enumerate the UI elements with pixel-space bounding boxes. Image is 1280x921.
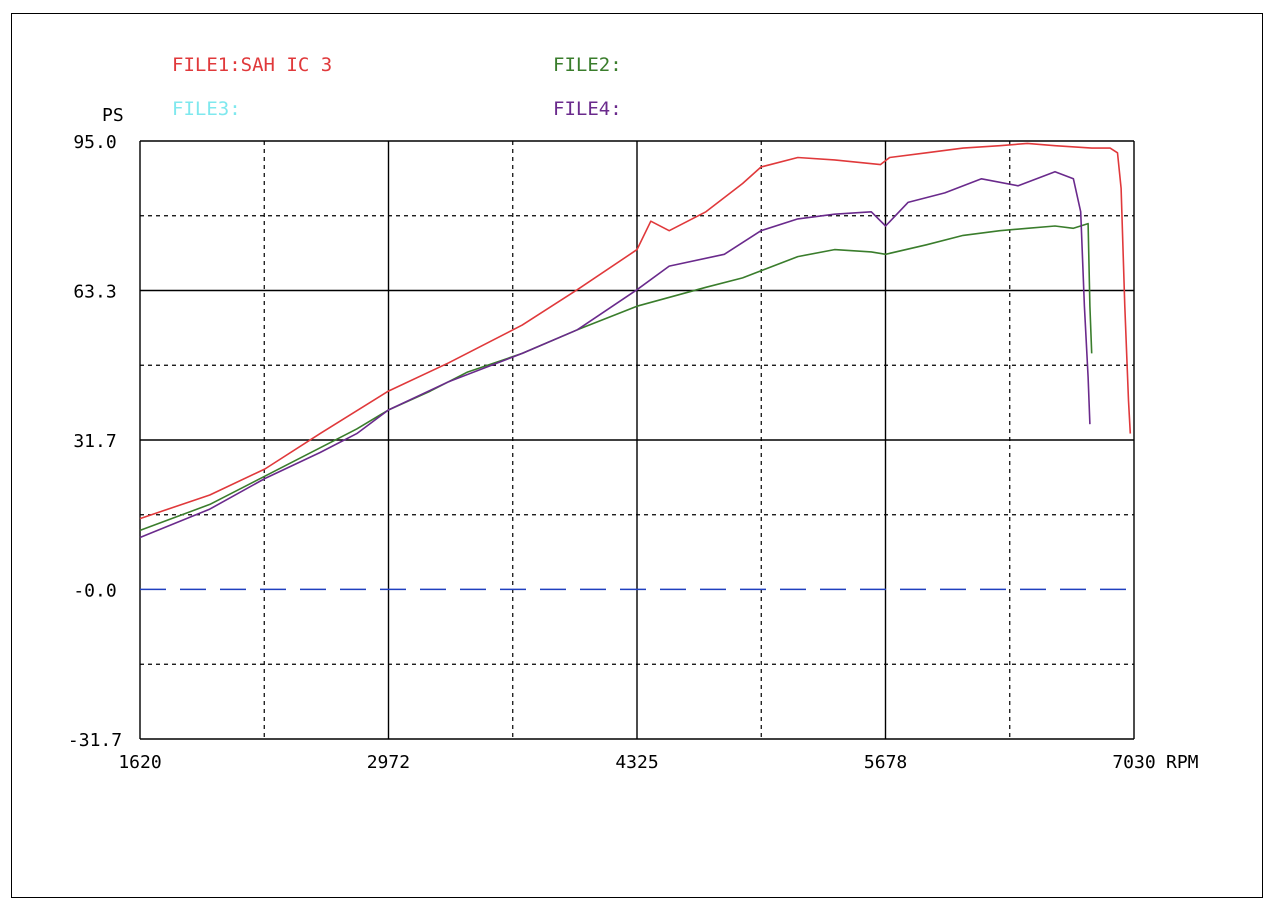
y-axis-label: PS [102,105,124,126]
x-tick-label: 1620 [118,752,161,773]
legend-file3: FILE3: [172,98,241,120]
x-tick-label: 5678 [864,752,907,773]
x-tick-label: 2972 [367,752,410,773]
legend-file1: FILE1:SAH IC 3 [172,54,332,76]
legend-file4: FILE4: [553,98,622,120]
series-line-1 [139,142,1132,520]
x-tick-label: 4325 [615,752,658,773]
y-tick-label: -31.7 [68,730,122,751]
x-tick-label: 7030 [1112,752,1155,773]
y-tick-label: 63.3 [73,282,116,303]
series-line-2 [139,222,1093,532]
y-tick-label: 95.0 [73,132,116,153]
series-line-3 [139,170,1091,539]
grid [139,140,1135,740]
y-tick-label: -0.0 [73,580,116,601]
x-axis-label: RPM [1166,752,1199,773]
y-tick-label: 31.7 [73,431,116,452]
series [139,142,1132,539]
legend-file2: FILE2: [553,54,622,76]
